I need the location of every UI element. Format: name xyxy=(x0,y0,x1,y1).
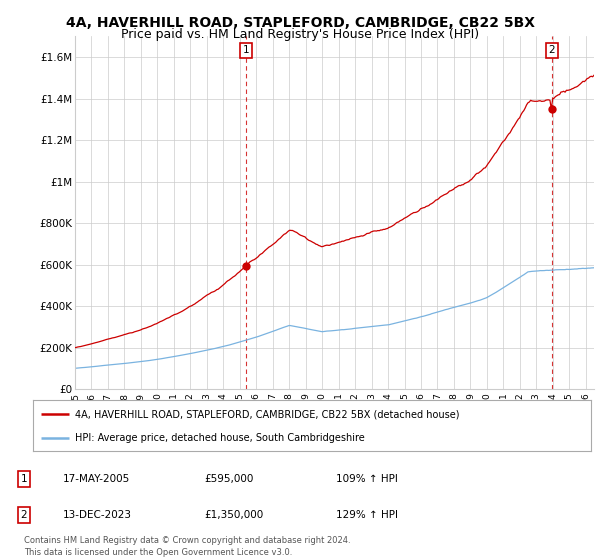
Text: 13-DEC-2023: 13-DEC-2023 xyxy=(63,510,132,520)
Text: 1: 1 xyxy=(20,474,28,484)
Text: £1,350,000: £1,350,000 xyxy=(204,510,263,520)
Text: £595,000: £595,000 xyxy=(204,474,253,484)
Text: 129% ↑ HPI: 129% ↑ HPI xyxy=(336,510,398,520)
Text: 4A, HAVERHILL ROAD, STAPLEFORD, CAMBRIDGE, CB22 5BX: 4A, HAVERHILL ROAD, STAPLEFORD, CAMBRIDG… xyxy=(65,16,535,30)
Text: 4A, HAVERHILL ROAD, STAPLEFORD, CAMBRIDGE, CB22 5BX (detached house): 4A, HAVERHILL ROAD, STAPLEFORD, CAMBRIDG… xyxy=(75,409,460,419)
Text: Contains HM Land Registry data © Crown copyright and database right 2024.
This d: Contains HM Land Registry data © Crown c… xyxy=(24,536,350,557)
Text: 109% ↑ HPI: 109% ↑ HPI xyxy=(336,474,398,484)
Text: Price paid vs. HM Land Registry's House Price Index (HPI): Price paid vs. HM Land Registry's House … xyxy=(121,28,479,41)
Text: 2: 2 xyxy=(20,510,28,520)
Text: 17-MAY-2005: 17-MAY-2005 xyxy=(63,474,130,484)
Text: 1: 1 xyxy=(242,45,249,55)
Text: HPI: Average price, detached house, South Cambridgeshire: HPI: Average price, detached house, Sout… xyxy=(75,433,365,443)
Text: 2: 2 xyxy=(548,45,555,55)
